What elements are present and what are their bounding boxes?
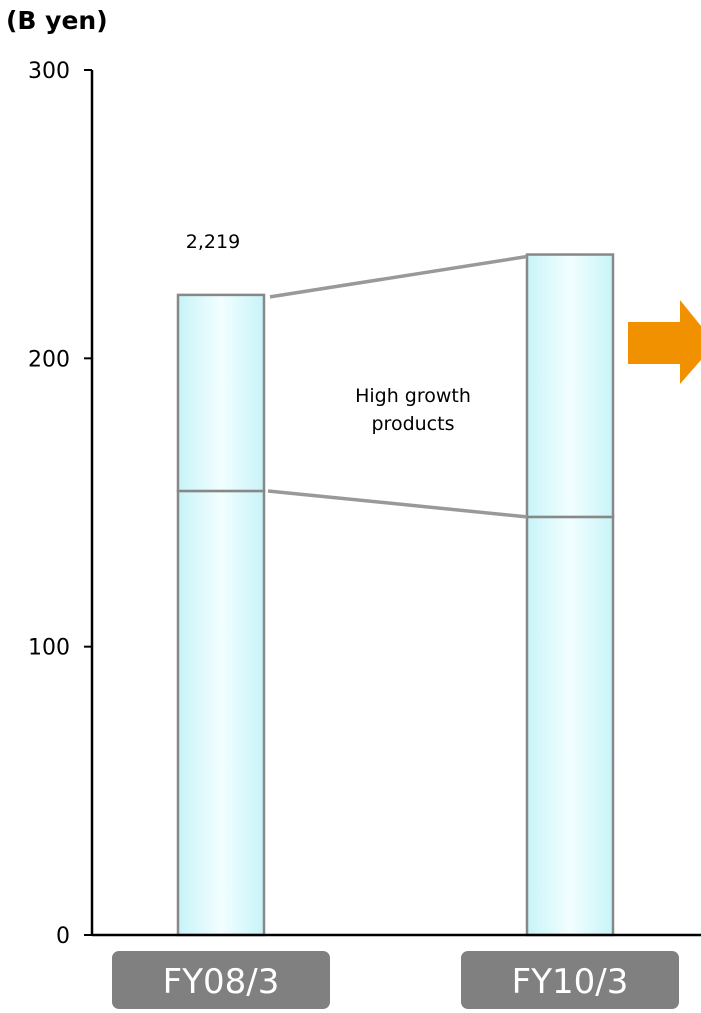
annotation-line: products	[372, 413, 455, 435]
connector-line-top	[269, 254, 528, 299]
y-tick-label: 100	[28, 636, 70, 661]
y-tick-label: 0	[56, 924, 70, 949]
y-tick-label: 200	[28, 347, 70, 372]
bar-lower-segment	[176, 489, 266, 937]
bar-upper-segment	[525, 253, 615, 519]
category-label-box	[461, 951, 679, 1009]
y-tick-label: 300	[28, 59, 70, 84]
y-axis-unit-label: (B yen)	[6, 6, 108, 35]
category-label-box	[112, 951, 330, 1009]
bar-upper-segment	[176, 293, 266, 493]
annotation-high-growth-products: High growth products	[355, 385, 471, 435]
orange-arrow-icon	[628, 300, 701, 384]
x-category-label: FY10/3	[512, 962, 629, 1002]
annotation-line: High growth	[355, 385, 471, 407]
x-category-label: FY08/3	[163, 962, 280, 1002]
connector-line-middle	[267, 489, 528, 519]
bar-lower-segment	[525, 515, 615, 937]
data-label: 2,219	[186, 231, 240, 253]
